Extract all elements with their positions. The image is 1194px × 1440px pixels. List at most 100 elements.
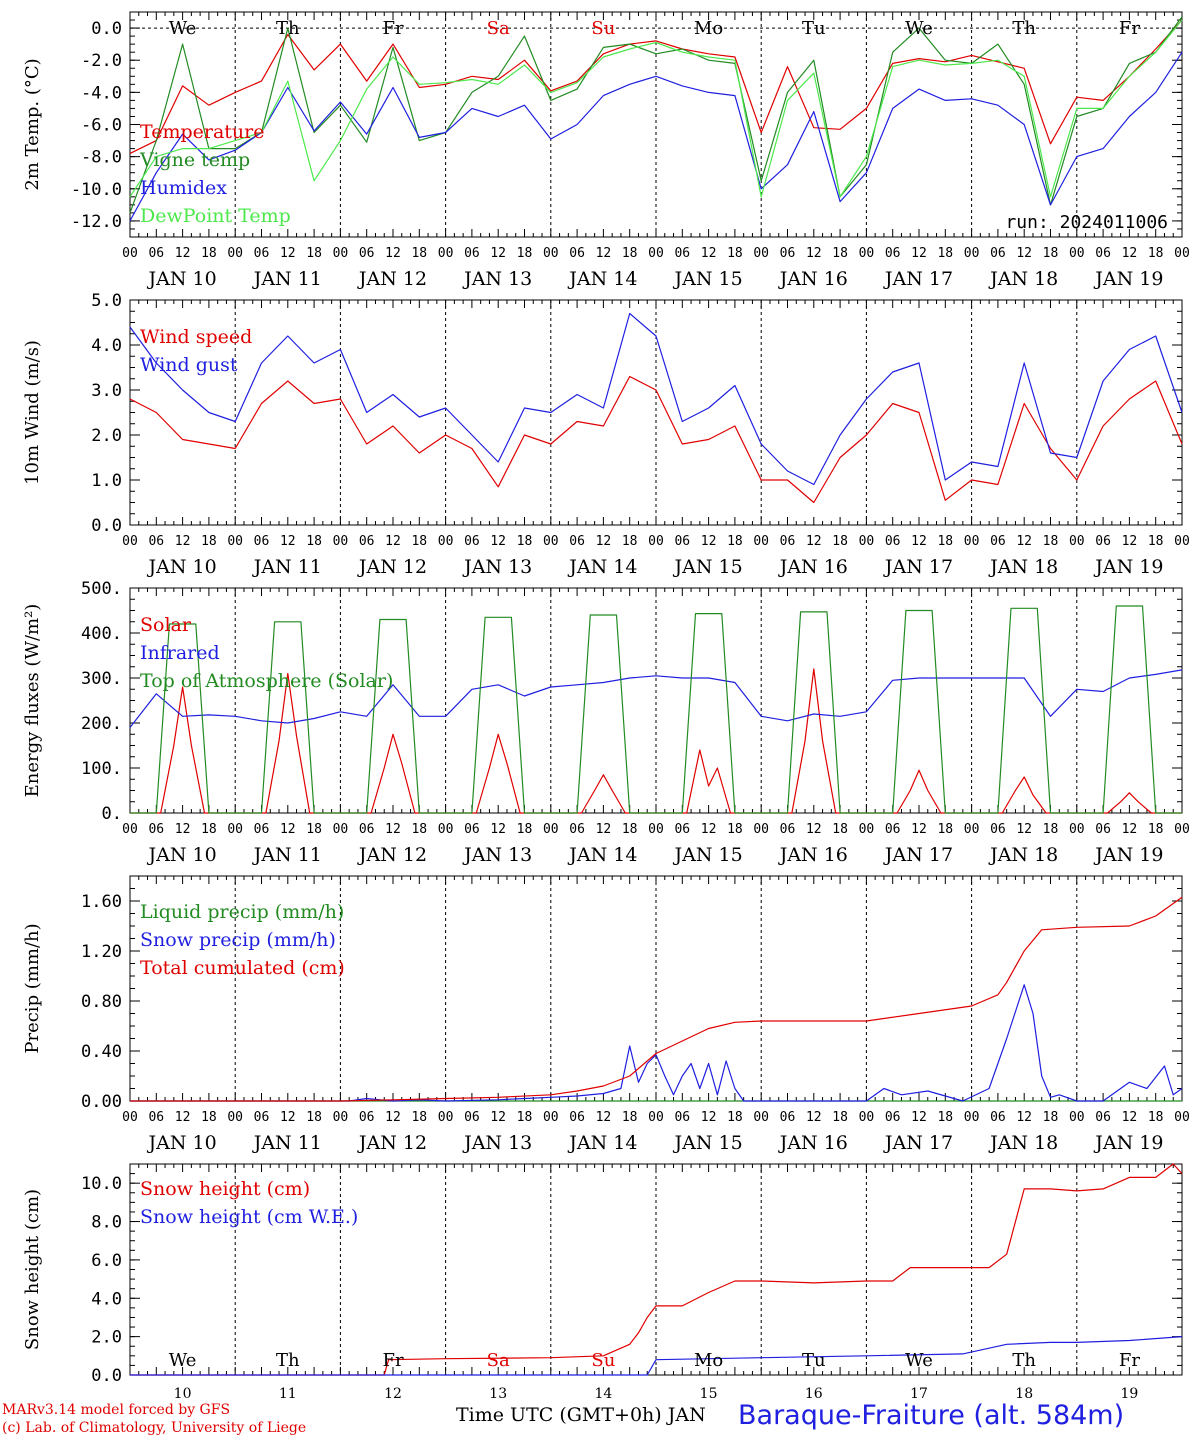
hour-label: 00 — [333, 822, 349, 837]
date-label: JAN 18 — [988, 1132, 1058, 1154]
weekday-label-bottom: Su — [591, 1350, 615, 1371]
date-label: JAN 19 — [1093, 556, 1163, 578]
hour-label: 06 — [464, 246, 480, 261]
y-axis-label: Precip (mm/h) — [22, 923, 43, 1053]
date-label: JAN 14 — [567, 268, 637, 290]
hour-label: 06 — [359, 1110, 375, 1125]
y-tick-label: 4.0 — [91, 336, 122, 356]
hour-label: 12 — [385, 1110, 401, 1125]
series-line-wind-speed — [129, 375, 1183, 504]
hour-label: 18 — [622, 1110, 638, 1125]
hour-label: 06 — [990, 822, 1006, 837]
y-axis-label: 10m Wind (m/s) — [22, 340, 43, 485]
legend-entry: Snow precip (mm/h) — [140, 929, 336, 951]
legend-entry: Liquid precip (mm/h) — [140, 901, 344, 923]
weekday-label-bottom: Th — [1012, 1350, 1036, 1371]
panel-frame — [129, 299, 1183, 526]
date-label: JAN 18 — [988, 844, 1058, 866]
weekday-label-bottom: Tu — [802, 1350, 826, 1371]
time-axis-title: Time UTC (GMT+0h) JAN — [456, 1404, 706, 1426]
weekday-label-bottom: We — [905, 1350, 933, 1371]
hour-label: 06 — [674, 246, 690, 261]
y-tick-label: 8.0 — [91, 1213, 122, 1233]
hour-label: 00 — [1174, 246, 1190, 261]
hour-label: 18 — [411, 534, 427, 549]
hour-label: 12 — [911, 534, 927, 549]
weekday-label-bottom: Sa — [487, 1350, 510, 1371]
y-tick-label: 10.0 — [81, 1174, 122, 1194]
hour-label: 12 — [911, 822, 927, 837]
weekday-label-bottom: Mo — [694, 1350, 723, 1371]
legend-entry: Solar — [140, 614, 192, 636]
hour-label: 06 — [359, 534, 375, 549]
date-label: JAN 12 — [357, 556, 427, 578]
legend-entry: Top of Atmosphere (Solar) — [140, 670, 393, 692]
date-label: JAN 16 — [778, 844, 848, 866]
y-tick-label: 5.0 — [91, 291, 122, 311]
y-axis-label: Snow height (cm) — [22, 1189, 43, 1350]
date-label: JAN 11 — [252, 1132, 322, 1154]
hour-label: 18 — [1148, 822, 1164, 837]
date-label: JAN 18 — [988, 268, 1058, 290]
y-tick-label: -2.0 — [81, 51, 122, 71]
hour-label: 06 — [780, 1110, 796, 1125]
legend-entry: Snow height (cm) — [140, 1178, 310, 1200]
hour-label: 12 — [1122, 822, 1138, 837]
date-label: JAN 15 — [673, 844, 743, 866]
bottom-day-number: 10 — [174, 1386, 192, 1402]
legend-entry: Wind gust — [140, 354, 238, 376]
hour-label: 18 — [832, 1110, 848, 1125]
hour-label: 12 — [1016, 1110, 1032, 1125]
hour-label: 00 — [753, 1110, 769, 1125]
hour-label: 00 — [753, 246, 769, 261]
hour-label: 06 — [569, 246, 585, 261]
hour-label: 18 — [517, 534, 533, 549]
hour-label: 06 — [148, 1110, 164, 1125]
hour-label: 12 — [1016, 534, 1032, 549]
hour-label: 18 — [201, 534, 217, 549]
series-line-humidex — [129, 51, 1183, 222]
series-line-dewpoint-temp — [129, 19, 1183, 198]
hour-label: 06 — [885, 246, 901, 261]
hour-label: 12 — [1122, 246, 1138, 261]
hour-label: 12 — [806, 246, 822, 261]
hour-label: 12 — [280, 534, 296, 549]
weekday-label-top: Fr — [382, 18, 403, 39]
hour-label: 18 — [622, 822, 638, 837]
bottom-day-number: 16 — [805, 1386, 823, 1402]
date-label: JAN 17 — [883, 1132, 953, 1154]
hour-label: 18 — [1043, 246, 1059, 261]
hour-label: 18 — [201, 1110, 217, 1125]
hour-label: 18 — [306, 822, 322, 837]
legend-entry: Snow height (cm W.E.) — [140, 1206, 358, 1228]
hour-label: 00 — [648, 246, 664, 261]
panel-3: 500. 400. 300. 200. 100. 0. Energy fluxes (W/m… — [22, 579, 1190, 866]
hour-label: 00 — [1069, 822, 1085, 837]
hour-label: 12 — [175, 822, 191, 837]
hour-label: 06 — [990, 246, 1006, 261]
weekday-label-top: Tu — [802, 18, 826, 39]
y-tick-label: -6.0 — [81, 116, 122, 136]
hour-label: 00 — [227, 534, 243, 549]
legend-entry: Temperature — [140, 121, 264, 143]
hour-label: 18 — [411, 1110, 427, 1125]
bottom-day-number: 18 — [1015, 1386, 1033, 1402]
hour-label: 06 — [148, 534, 164, 549]
hour-label: 00 — [964, 822, 980, 837]
y-tick-label: -12.0 — [71, 212, 122, 232]
hour-label: 00 — [438, 246, 454, 261]
hour-label: 18 — [1043, 534, 1059, 549]
series-line-snow-height-cm — [130, 1163, 1183, 1376]
hour-label: 18 — [1148, 246, 1164, 261]
hour-label: 06 — [359, 246, 375, 261]
hour-label: 12 — [175, 534, 191, 549]
y-tick-label: 400. — [81, 624, 122, 644]
hour-label: 06 — [885, 534, 901, 549]
hour-label: 12 — [1122, 534, 1138, 549]
y-tick-label: 0.0 — [91, 1366, 122, 1386]
legend-entry: Wind speed — [140, 326, 252, 348]
hour-label: 00 — [1174, 534, 1190, 549]
bottom-day-number: 17 — [910, 1386, 928, 1402]
hour-label: 12 — [1016, 246, 1032, 261]
hour-label: 00 — [122, 822, 138, 837]
